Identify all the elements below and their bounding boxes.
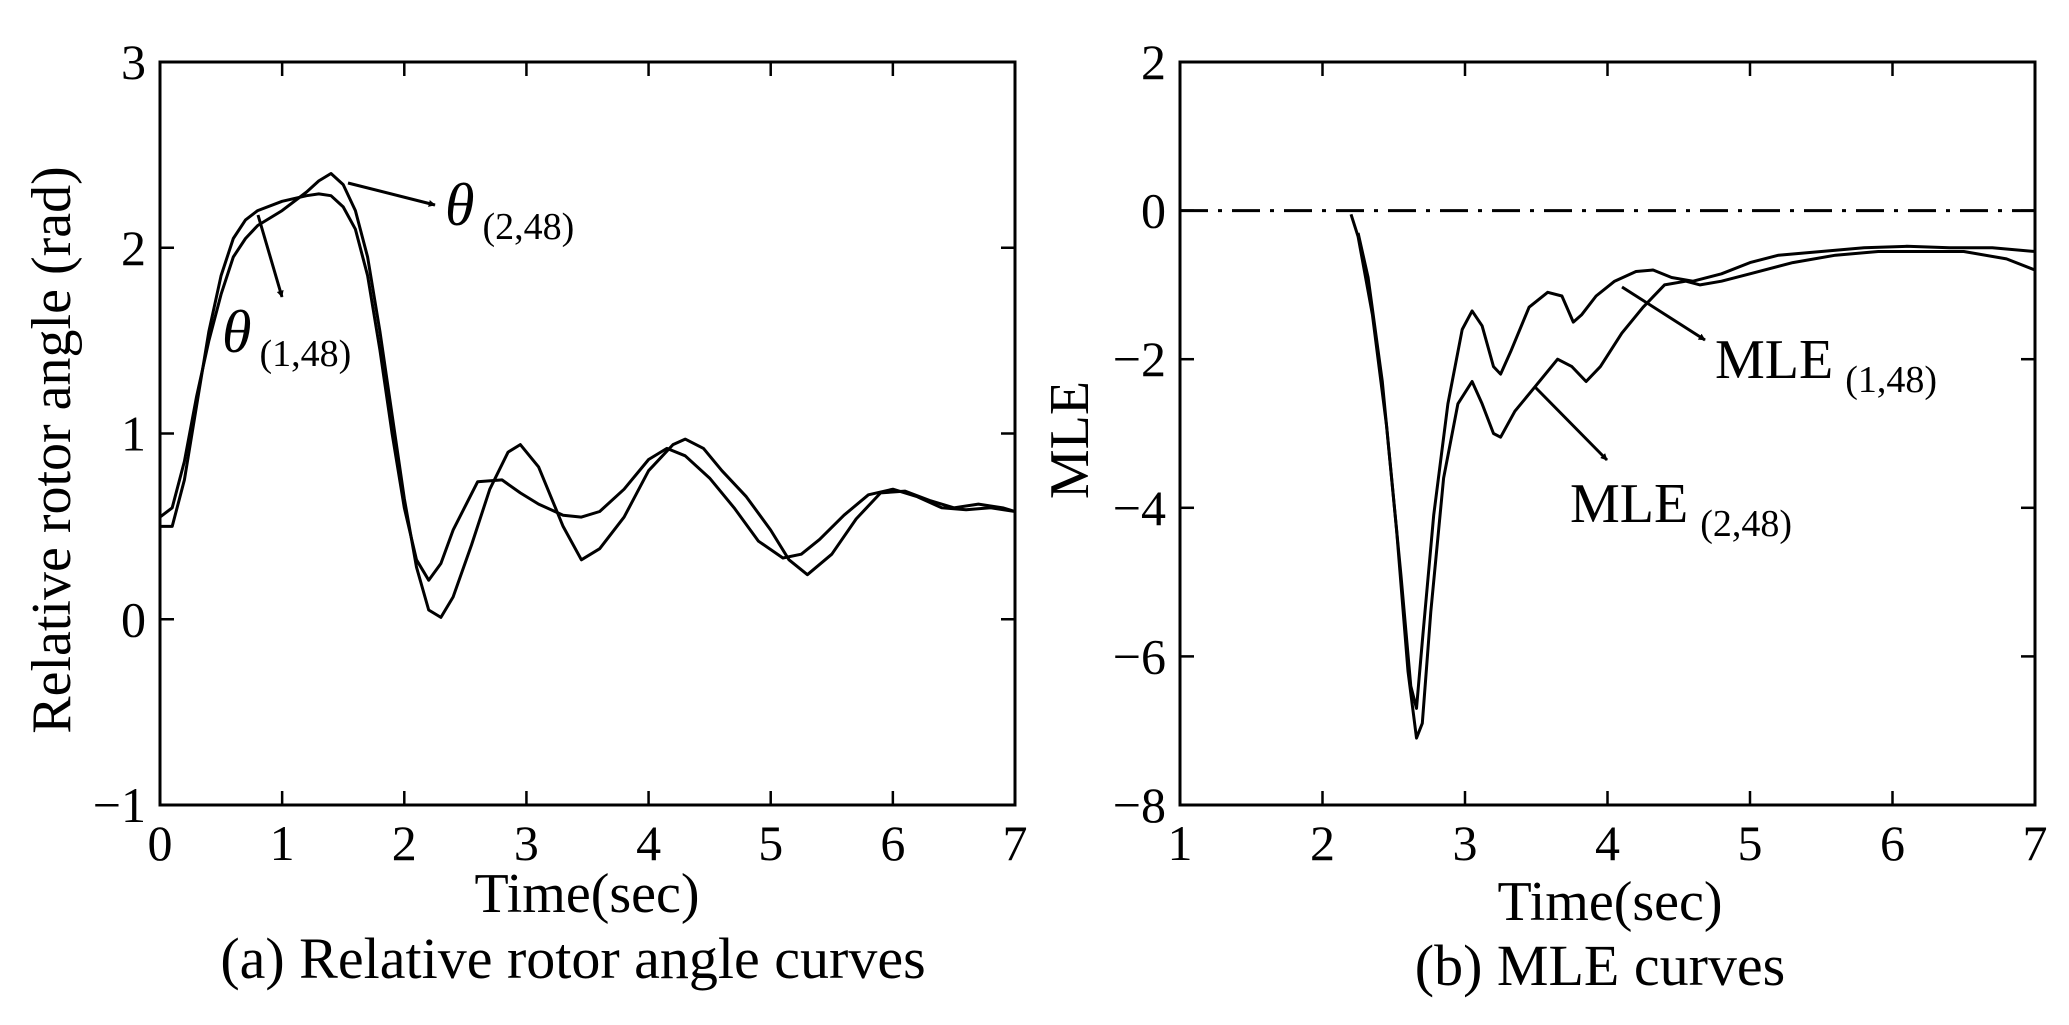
annotation-theta-2-48: θ (2,48) (445, 172, 574, 248)
y-tick-label: 1 (121, 406, 146, 462)
x-tick-label: 7 (2023, 815, 2048, 871)
arrow-theta-1-48 (258, 215, 282, 297)
x-tick-label: 3 (1453, 815, 1478, 871)
annotation-symbol: θ (445, 172, 474, 238)
x-tick-label: 4 (1595, 815, 1620, 871)
x-tick-label: 1 (270, 815, 295, 871)
x-tick-label: 2 (392, 815, 417, 871)
caption: (b) MLE curves (1415, 933, 1785, 998)
annotation-theta-1-48: θ (1,48) (222, 299, 351, 375)
y-tick-label: 0 (1141, 183, 1166, 239)
series-line-1 (160, 194, 1015, 580)
y-tick-label: −6 (1113, 628, 1166, 684)
x-axis-label: Time(sec) (474, 863, 699, 925)
y-tick-label: −4 (1113, 480, 1166, 536)
annotation-subscript: (2,48) (482, 206, 574, 248)
y-tick-label: 2 (1141, 34, 1166, 90)
annotation-label: MLE (1715, 329, 1833, 391)
x-tick-label: 6 (880, 815, 905, 871)
x-tick-label: 2 (1310, 815, 1335, 871)
a-series-group (160, 174, 1015, 618)
series-line-2 (1358, 233, 2035, 738)
b-series-group (1351, 214, 2035, 738)
y-tick-label: 2 (121, 220, 146, 276)
x-tick-label: 5 (758, 815, 783, 871)
annotation-mle-2-48: MLE (2,48) (1570, 473, 1792, 545)
y-axis-label: Relative rotor angle (rad) (21, 166, 83, 734)
plot-area-frame (160, 62, 1015, 805)
x-tick-label: 1 (1168, 815, 1193, 871)
y-tick-label: 3 (121, 34, 146, 90)
arrow-mle-1-48 (1622, 287, 1705, 340)
annotation-symbol: θ (222, 299, 251, 365)
annotation-mle-1-48: MLE (1,48) (1715, 329, 1937, 401)
mle-chart: 1 2 3 4 5 6 7 −8 −6 −4 −2 0 2 Time(sec) MLE (b) MLE … (1039, 34, 2048, 998)
plot-area-frame (1180, 62, 2035, 805)
arrow-mle-2-48 (1535, 387, 1607, 460)
figure: 0 1 2 3 4 5 6 7−10123 Time(sec) Relative rotor … (0, 0, 2069, 1025)
y-tick-label: −8 (1113, 777, 1166, 833)
y-tick-label: −1 (93, 777, 146, 833)
x-tick-label: 5 (1738, 815, 1763, 871)
y-tick-label: 0 (121, 591, 146, 647)
series-line-2 (160, 174, 1015, 618)
arrow-theta-2-48 (348, 183, 435, 205)
y-axis-label: MLE (1039, 381, 1101, 499)
x-tick-label: 0 (148, 815, 173, 871)
annotation-subscript: (2,48) (1700, 503, 1792, 545)
x-axis-label: Time(sec) (1497, 871, 1722, 933)
series-line-1 (1351, 214, 2035, 708)
caption: (a) Relative rotor angle curves (220, 926, 925, 991)
annotation-subscript: (1,48) (259, 333, 351, 375)
annotation-subscript: (1,48) (1845, 359, 1937, 401)
annotation-label: MLE (1570, 473, 1688, 535)
x-tick-label: 7 (1003, 815, 1028, 871)
y-tick-label: −2 (1113, 331, 1166, 387)
x-tick-label: 6 (1880, 815, 1905, 871)
b-tick-group: 1 2 3 4 5 6 7 −8 −6 −4 −2 0 2 (1113, 34, 2048, 871)
